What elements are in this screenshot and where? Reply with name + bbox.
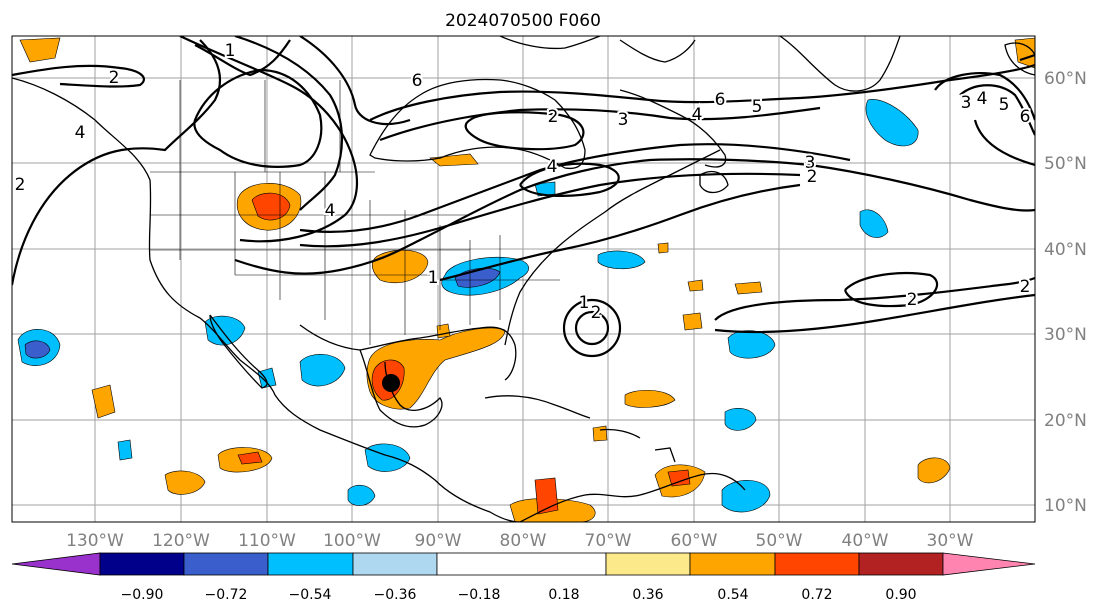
lon-label: 110°W (238, 531, 296, 551)
contour-label: 6 (1020, 107, 1031, 127)
map-title: 2024070500 F060 (445, 11, 601, 31)
lat-label: 20°N (1044, 411, 1087, 431)
contour-label: 2 (1020, 277, 1031, 297)
lon-label: 70°W (585, 531, 632, 551)
colorbar-extend-low (11, 552, 101, 576)
lon-label: 90°W (415, 531, 462, 551)
contour-label: 1 (579, 293, 590, 313)
contour-label: 2 (807, 167, 818, 187)
colorbar-swatch (352, 552, 438, 576)
lon-label: 130°W (66, 531, 124, 551)
contour-label: 5 (752, 97, 763, 117)
contour-label: 1 (428, 268, 439, 288)
lat-label: 10°N (1044, 496, 1087, 516)
colorbar-swatch (267, 552, 354, 576)
colorbar (11, 552, 1036, 576)
contour-label: 6 (715, 90, 726, 110)
contour-label: 4 (692, 105, 703, 125)
colorbar-ticks: −0.90 −0.72 −0.54 −0.36 −0.18 0.18 0.36 … (121, 587, 917, 603)
contour-label: 3 (618, 110, 629, 130)
lon-label: 80°W (500, 531, 547, 551)
contour-label: 2 (591, 303, 602, 323)
contour-label: 4 (547, 157, 558, 177)
longitude-labels: 130°W 120°W 110°W 100°W 90°W 80°W 70°W 6… (66, 531, 974, 551)
contour-label: 6 (412, 71, 423, 91)
colorbar-tick: −0.54 (289, 587, 332, 603)
colorbar-tick: 0.18 (548, 587, 579, 603)
contour-label: 4 (325, 201, 336, 221)
lat-label: 30°N (1044, 325, 1087, 345)
lon-label: 60°W (671, 531, 718, 551)
contour-label: 4 (75, 123, 86, 143)
latitude-labels: 60°N 50°N 40°N 30°N 20°N 10°N (1044, 69, 1087, 516)
lon-label: 120°W (152, 531, 210, 551)
colorbar-tick: 0.90 (885, 587, 916, 603)
storm-center-marker (382, 374, 400, 392)
contour-label: 2 (907, 290, 918, 310)
colorbar-swatch (183, 552, 269, 576)
colorbar-tick: −0.36 (374, 587, 417, 603)
colorbar-swatch (605, 552, 691, 576)
colorbar-swatch (99, 552, 185, 576)
colorbar-tick: −0.18 (458, 587, 501, 603)
coastlines (12, 36, 1035, 522)
lon-label: 30°W (927, 531, 974, 551)
contour-lines (12, 36, 1035, 358)
contour-label: 1 (225, 41, 236, 61)
contour-label: 2 (548, 107, 559, 127)
colorbar-swatch (858, 552, 944, 576)
contour-label: 4 (977, 89, 988, 109)
contour-label: 2 (15, 175, 26, 195)
lat-label: 50°N (1044, 154, 1087, 174)
lon-label: 100°W (323, 531, 381, 551)
colorbar-swatch (436, 552, 607, 576)
colorbar-tick: 0.54 (717, 587, 748, 603)
colorbar-swatch (774, 552, 860, 576)
colorbar-tick: 0.36 (632, 587, 663, 603)
state-borders (150, 80, 560, 345)
colorbar-extend-high (942, 552, 1036, 576)
colorbar-swatch (689, 552, 776, 576)
contour-label: 2 (109, 68, 120, 88)
colorbar-tick: 0.72 (801, 587, 832, 603)
colorbar-tick: −0.90 (121, 587, 164, 603)
lon-label: 40°W (842, 531, 889, 551)
lat-label: 40°N (1044, 240, 1087, 260)
lat-label: 60°N (1044, 69, 1087, 89)
map-frame (11, 35, 1036, 523)
contour-label: 3 (961, 93, 972, 113)
lon-label: 50°W (756, 531, 803, 551)
colorbar-tick: −0.72 (205, 587, 248, 603)
contour-label-group: 2 1 2 6 4 2 3 4 6 5 4 3 2 4 3 5 6 2 4 1 … (13, 39, 1033, 325)
contour-label: 5 (999, 95, 1010, 115)
contour-label: 3 (805, 153, 816, 173)
